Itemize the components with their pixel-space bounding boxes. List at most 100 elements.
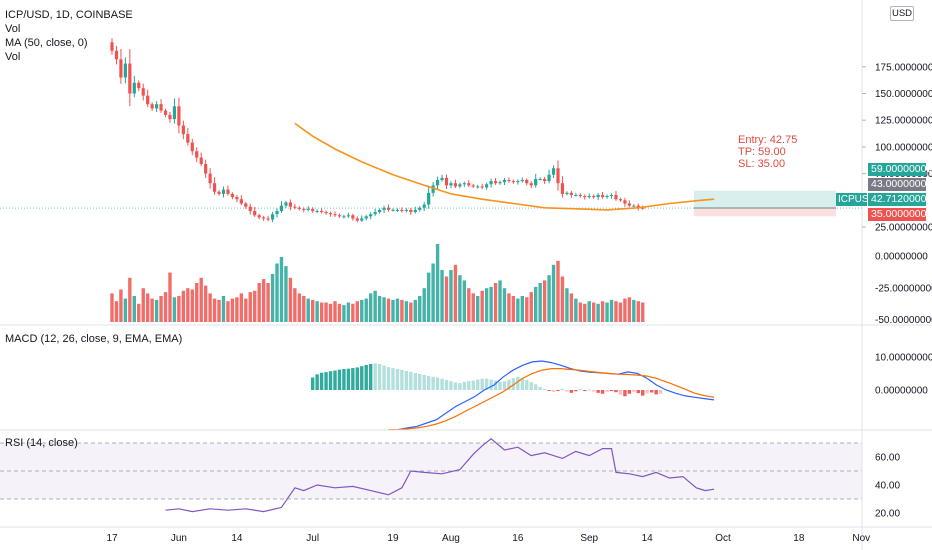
macd-histogram-bar [565,390,569,392]
price-candle [204,159,208,179]
price-candle [123,57,127,84]
price-candle [596,192,600,200]
macd-histogram-bar [391,368,395,390]
volume-bar [551,264,556,322]
macd-histogram-bar [360,366,364,390]
ma-legend[interactable]: MA (50, close, 0) [5,37,88,49]
macd-histogram-bar [614,390,618,393]
volume-bar [632,299,636,322]
volume-bar [279,257,284,322]
price-candle [302,207,306,213]
volume-pane [110,244,645,322]
volume-bar [525,297,529,322]
rsi-pane[interactable] [0,438,862,513]
price-candle [226,185,230,196]
price-candle [623,197,627,207]
macd-histogram-bar [493,380,498,390]
price-tick-label: 150.00000000 [875,89,932,100]
price-pane[interactable] [0,38,862,222]
price-candle [409,207,413,215]
macd-histogram-bar [627,390,632,394]
price-candle [195,147,199,162]
volume-bar [230,298,235,322]
volume-bar [373,290,377,322]
volume-bar [422,288,426,322]
volume-bar [534,286,538,322]
macd-histogram-bar [600,390,605,394]
macd-histogram-bar [476,379,480,390]
volume-bar [511,296,516,322]
volume-bar [145,293,150,322]
macd-histogram-bar [654,390,658,395]
macd-histogram-bar [458,383,462,390]
price-candle [128,49,132,107]
macd-histogram-bar [328,371,333,390]
volume-bar [476,296,480,322]
volume-bar [177,296,181,322]
macd-histogram-bar [355,367,359,390]
volume-bar [569,293,574,322]
volume-bar [565,288,569,322]
macd-histogram-bar [342,368,346,390]
price-candle [467,180,471,187]
symbol-title[interactable]: ICP/USD, 1D, COINBASE [5,9,133,21]
price-candle [351,213,355,221]
currency-badge[interactable]: USD [890,6,914,21]
volume-bar [596,303,600,322]
macd-title[interactable]: MACD (12, 26, close, 9, EMA, EMA) [5,333,183,345]
macd-tick-label: 10.00000000 [875,353,932,364]
price-candle [498,180,502,185]
volume-bar [355,301,359,322]
price-candle [601,191,605,199]
macd-histogram-bar [471,380,475,390]
signal-line [388,368,715,431]
price-candle [253,206,257,217]
volume-tick-label: 0.00000000 [875,252,928,263]
volume-bar [226,301,230,322]
volume-bar [248,292,252,322]
macd-histogram-bar [435,377,440,390]
macd-pane[interactable] [311,360,715,431]
price-candle [369,212,373,220]
volume-bar [199,277,203,322]
price-candle [181,120,185,140]
price-candle [627,200,631,208]
volume-bar [382,297,386,322]
price-candle [244,201,248,209]
volume-bar [159,296,163,322]
volume-bar [583,303,587,322]
rsi-title[interactable]: RSI (14, close) [5,437,78,449]
price-candle [592,194,596,199]
price-candle [235,195,239,203]
volume-bar [297,293,302,322]
price-candle [320,208,324,214]
volume-bar [418,296,422,322]
price-candle [543,176,547,184]
price-candle [395,208,400,213]
price-candle [364,214,368,221]
volume-bar [217,299,221,322]
price-candle [378,208,382,214]
volume-bar [493,283,498,322]
price-candle [306,206,310,212]
volume-bar [351,303,355,322]
price-candle [583,194,587,200]
macd-histogram-bar [591,390,596,392]
price-candle [230,192,235,200]
price-tick-label: 125.00000000 [875,116,932,127]
macd-histogram-bar [583,390,587,391]
macd-histogram-bar [632,390,636,392]
volume-bar [132,296,136,322]
volume-bar [137,303,141,322]
volume-bar [190,289,194,322]
price-candle [400,207,404,213]
macd-histogram-bar [346,368,351,390]
volume-bar [395,298,400,322]
macd-histogram-bar [502,381,507,390]
macd-histogram-bar [480,378,484,390]
price-candle [435,176,440,190]
volume-bar [409,302,413,322]
macd-histogram-bar [311,377,315,390]
volume-bar [391,299,395,322]
